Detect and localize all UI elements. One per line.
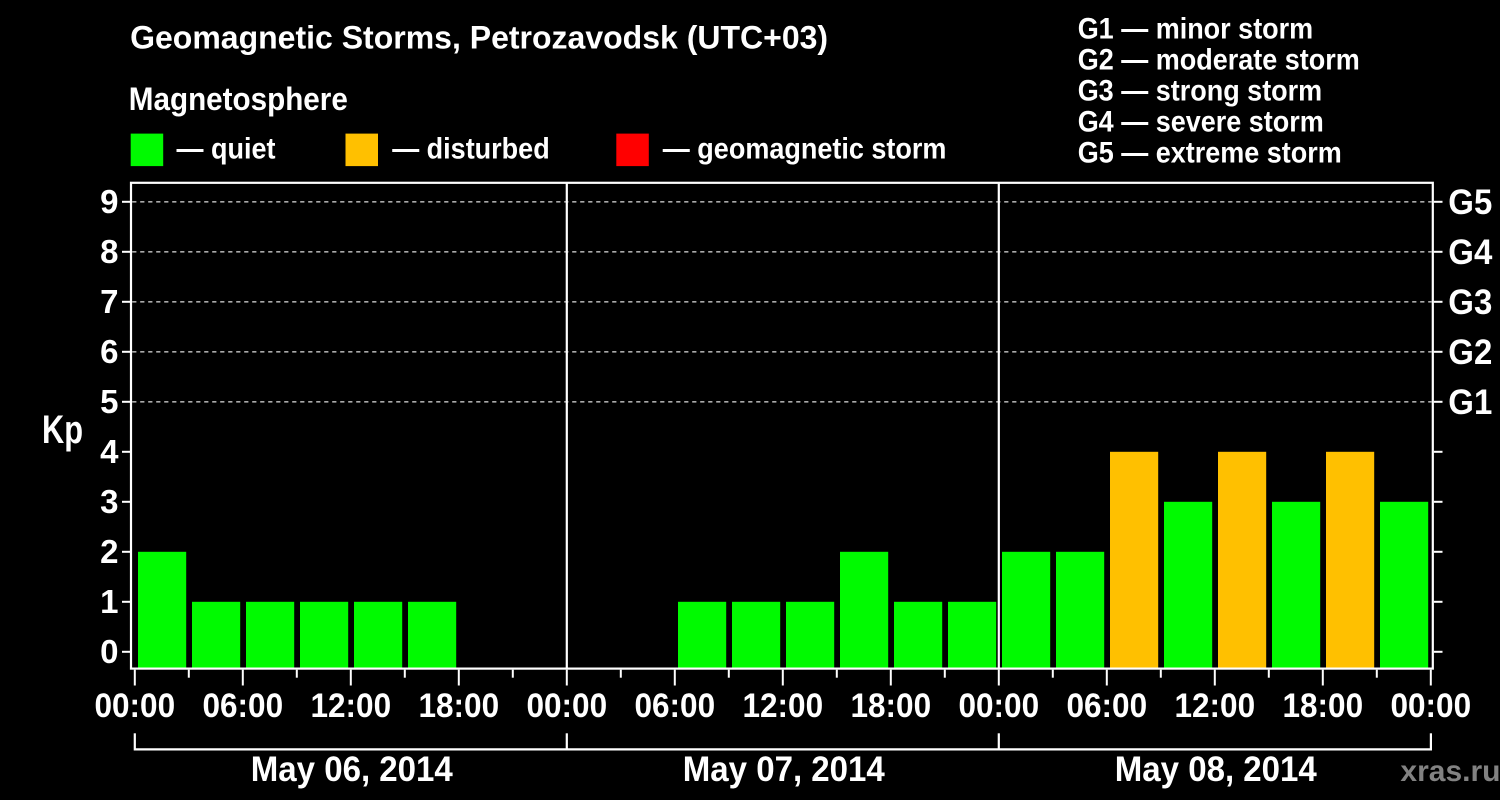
svg-text:7: 7 (100, 283, 118, 320)
svg-text:May 08, 2014: May 08, 2014 (1115, 750, 1317, 789)
svg-text:6: 6 (100, 333, 118, 370)
svg-text:— disturbed: — disturbed (392, 133, 550, 166)
svg-text:0: 0 (100, 633, 118, 670)
svg-text:18:00: 18:00 (419, 687, 500, 725)
svg-text:18:00: 18:00 (1283, 687, 1364, 725)
svg-text:06:00: 06:00 (1067, 687, 1148, 725)
svg-text:9: 9 (100, 183, 118, 220)
svg-text:May 06, 2014: May 06, 2014 (251, 750, 453, 789)
svg-text:xras.ru: xras.ru (1400, 755, 1500, 788)
svg-text:12:00: 12:00 (1175, 687, 1256, 725)
svg-text:G2: G2 (1448, 333, 1492, 372)
svg-text:Kp: Kp (42, 408, 83, 452)
svg-text:G5 — extreme storm: G5 — extreme storm (1078, 137, 1342, 170)
svg-text:1: 1 (100, 583, 118, 620)
svg-text:06:00: 06:00 (635, 687, 716, 725)
svg-text:— quiet: — quiet (177, 133, 276, 166)
svg-text:G3 — strong storm: G3 — strong storm (1078, 75, 1323, 108)
svg-text:00:00: 00:00 (527, 687, 608, 725)
svg-text:2: 2 (100, 533, 118, 570)
svg-text:00:00: 00:00 (1391, 687, 1472, 725)
svg-text:12:00: 12:00 (311, 687, 392, 725)
svg-text:00:00: 00:00 (95, 687, 176, 725)
svg-text:8: 8 (100, 233, 118, 270)
svg-text:06:00: 06:00 (203, 687, 284, 725)
svg-text:00:00: 00:00 (959, 687, 1040, 725)
svg-text:G5: G5 (1448, 183, 1492, 222)
svg-text:Magnetosphere: Magnetosphere (129, 81, 348, 117)
svg-text:G2 — moderate storm: G2 — moderate storm (1078, 44, 1360, 77)
svg-text:5: 5 (100, 383, 118, 420)
svg-text:4: 4 (100, 433, 119, 470)
svg-text:Geomagnetic Storms, Petrozavod: Geomagnetic Storms, Petrozavodsk (UTC+03… (130, 20, 828, 56)
svg-text:12:00: 12:00 (743, 687, 824, 725)
svg-text:May 07, 2014: May 07, 2014 (683, 750, 885, 789)
svg-text:— geomagnetic storm: — geomagnetic storm (663, 133, 947, 166)
svg-text:3: 3 (100, 483, 118, 520)
svg-text:G1: G1 (1448, 383, 1492, 422)
svg-text:G1 — minor storm: G1 — minor storm (1078, 13, 1314, 46)
svg-text:18:00: 18:00 (851, 687, 932, 725)
svg-text:G4 — severe storm: G4 — severe storm (1078, 106, 1324, 139)
svg-text:G3: G3 (1448, 283, 1492, 322)
svg-text:G4: G4 (1448, 233, 1492, 272)
